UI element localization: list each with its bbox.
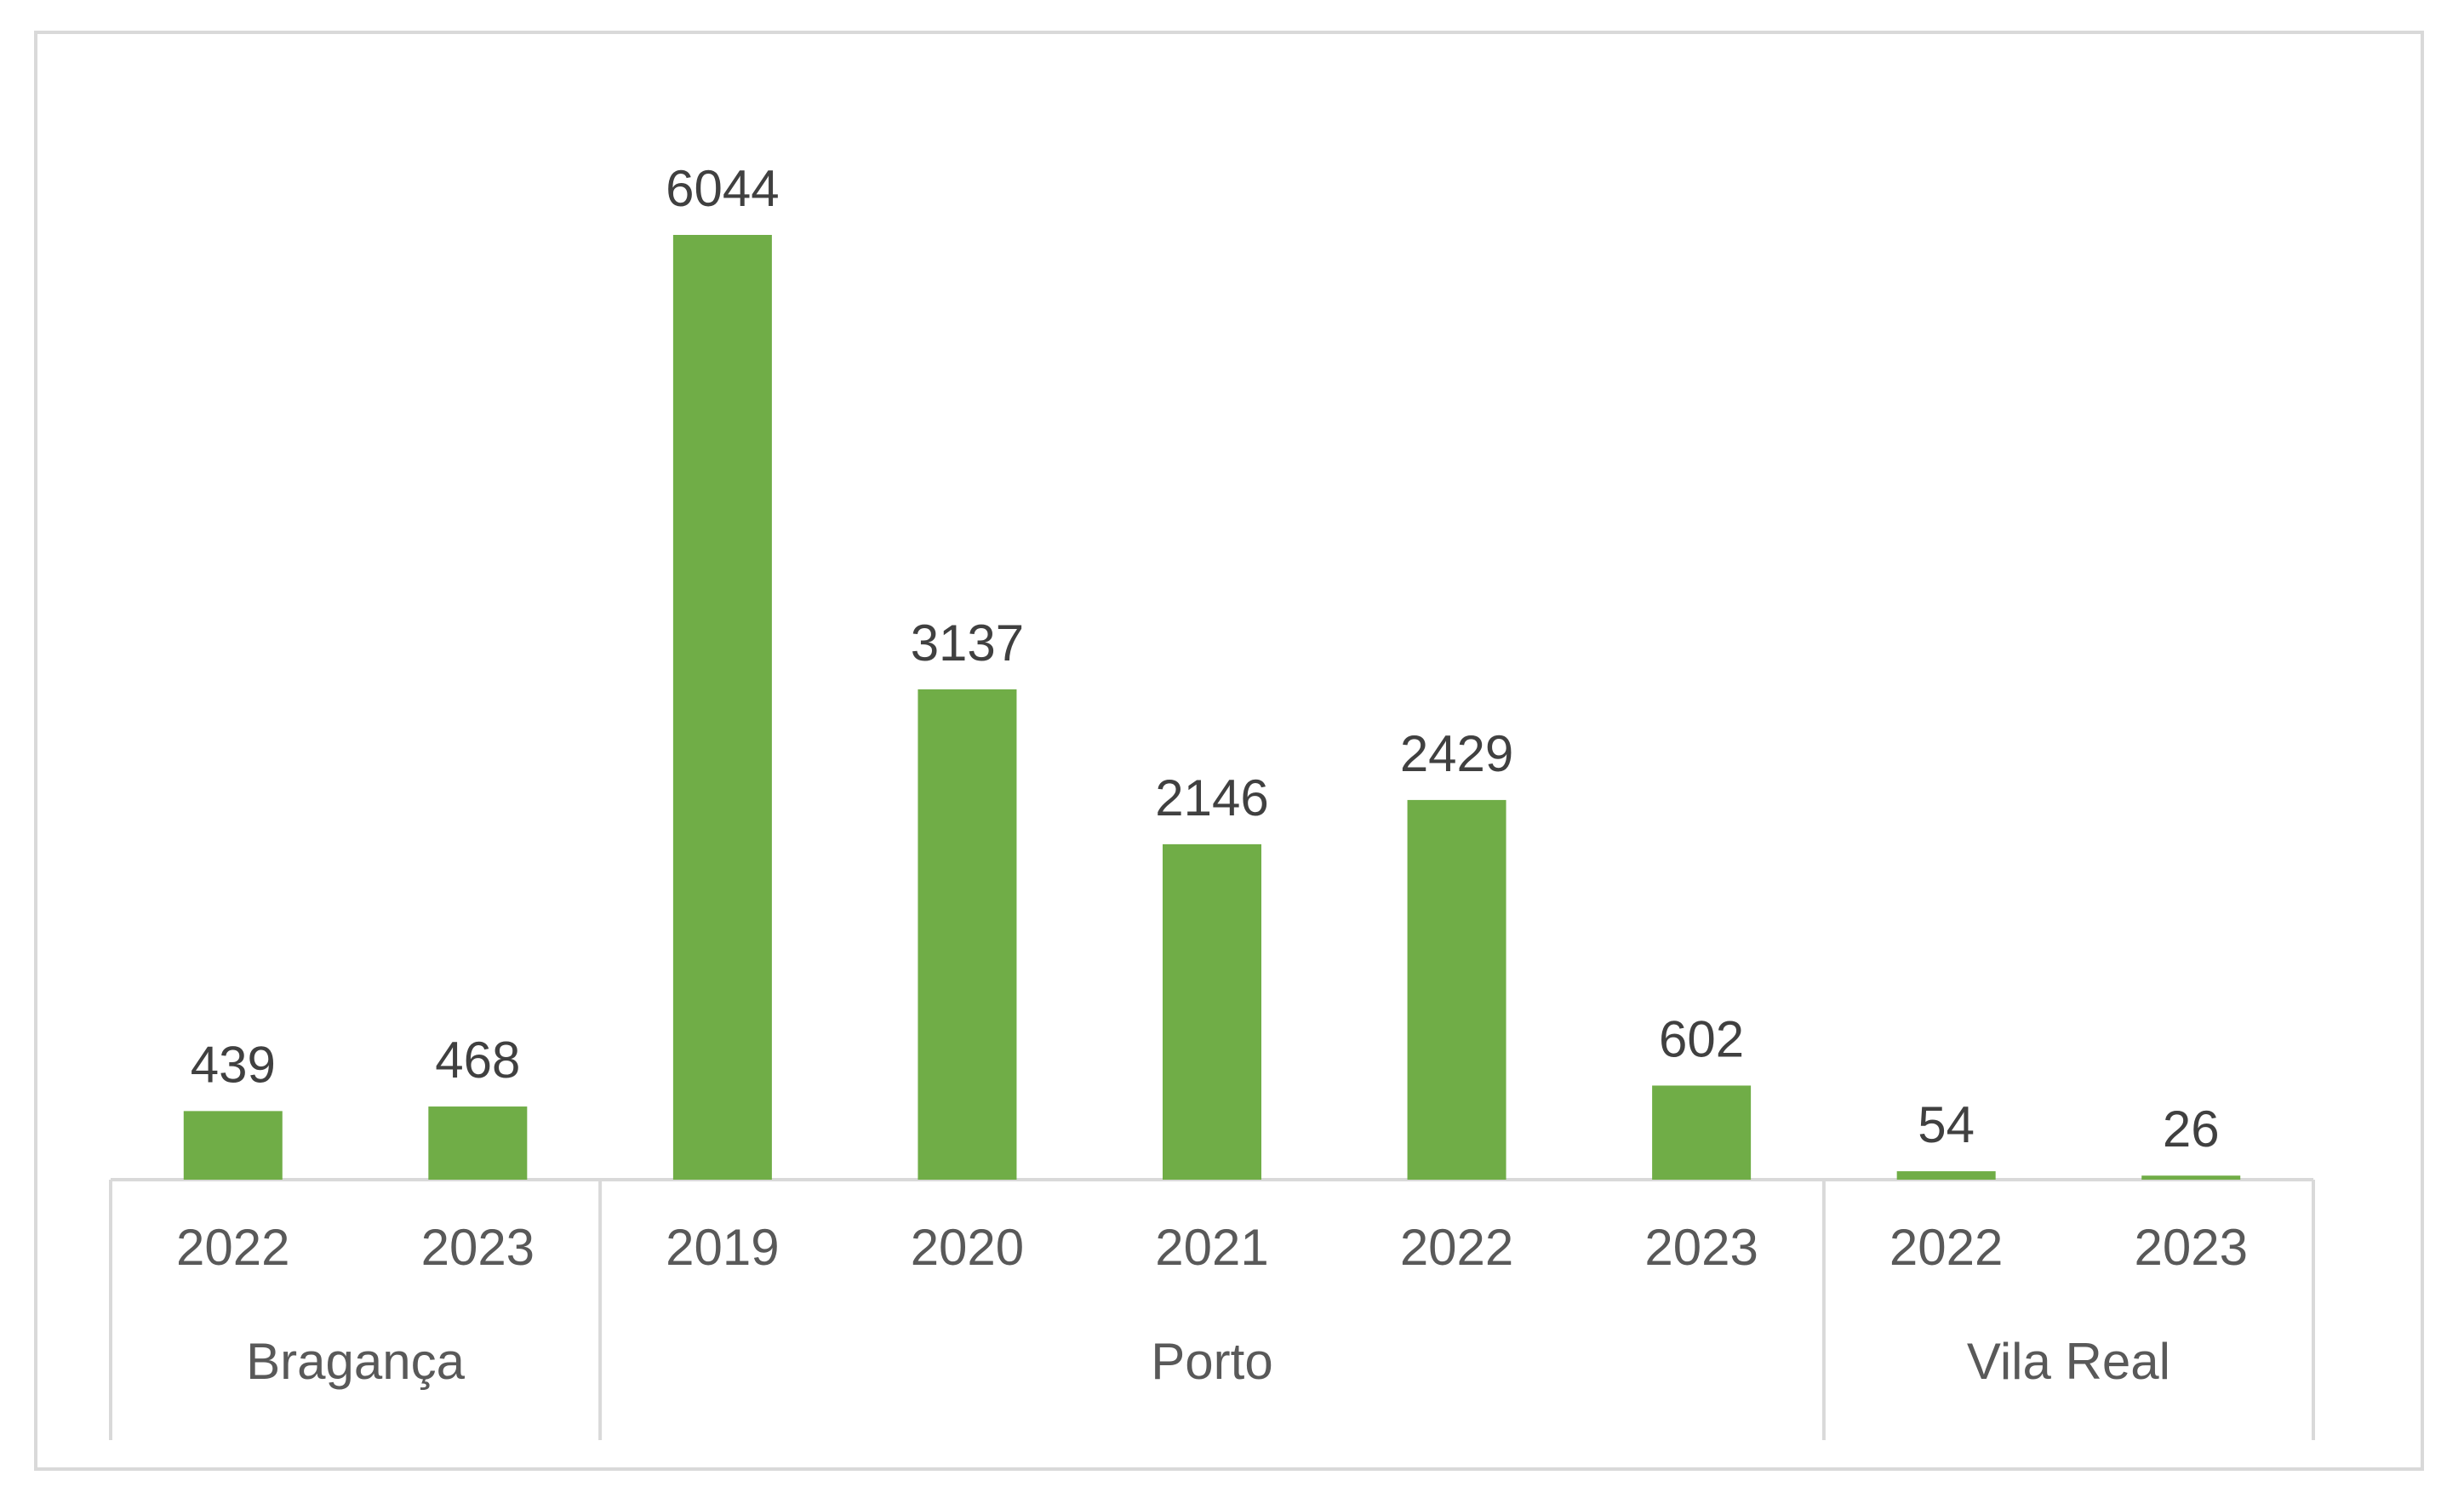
x-tick-label: 2022 <box>1400 1219 1513 1276</box>
x-group-label: Porto <box>1151 1333 1272 1390</box>
data-label: 6044 <box>666 160 779 217</box>
bar <box>1896 1171 1996 1180</box>
x-group-label: Bragança <box>246 1333 465 1390</box>
x-tick-label: 2023 <box>1644 1219 1758 1276</box>
bar <box>918 689 1017 1180</box>
x-tick-label: 2022 <box>1889 1219 2003 1276</box>
bar <box>183 1111 283 1180</box>
data-label: 26 <box>2163 1101 2220 1158</box>
data-label: 439 <box>191 1036 276 1093</box>
x-tick-label: 2020 <box>911 1219 1024 1276</box>
data-label: 54 <box>1918 1096 1975 1153</box>
bar <box>2141 1175 2241 1180</box>
data-label: 602 <box>1659 1010 1744 1067</box>
chart-frame: 439 2022 468 2023 Bragança 6044 2019 3137 2020 21… <box>34 31 2424 1471</box>
data-label: 2429 <box>1400 725 1513 782</box>
x-tick-label: 2022 <box>176 1219 289 1276</box>
bar <box>672 235 772 1180</box>
x-tick-label: 2023 <box>421 1219 535 1276</box>
data-label: 2146 <box>1155 769 1268 826</box>
bar-chart: 439 2022 468 2023 Bragança 6044 2019 3137 2020 21… <box>109 160 2315 1440</box>
data-label: 3137 <box>911 615 1024 672</box>
x-tick-label: 2021 <box>1155 1219 1268 1276</box>
bar <box>1407 799 1506 1180</box>
bar <box>1163 843 1261 1180</box>
x-tick-label: 2019 <box>666 1219 779 1276</box>
bar <box>428 1106 528 1180</box>
data-label: 468 <box>435 1032 520 1089</box>
bar <box>1652 1085 1752 1180</box>
x-tick-label: 2023 <box>2134 1219 2247 1276</box>
x-group-label: Vila Real <box>1967 1333 2170 1390</box>
